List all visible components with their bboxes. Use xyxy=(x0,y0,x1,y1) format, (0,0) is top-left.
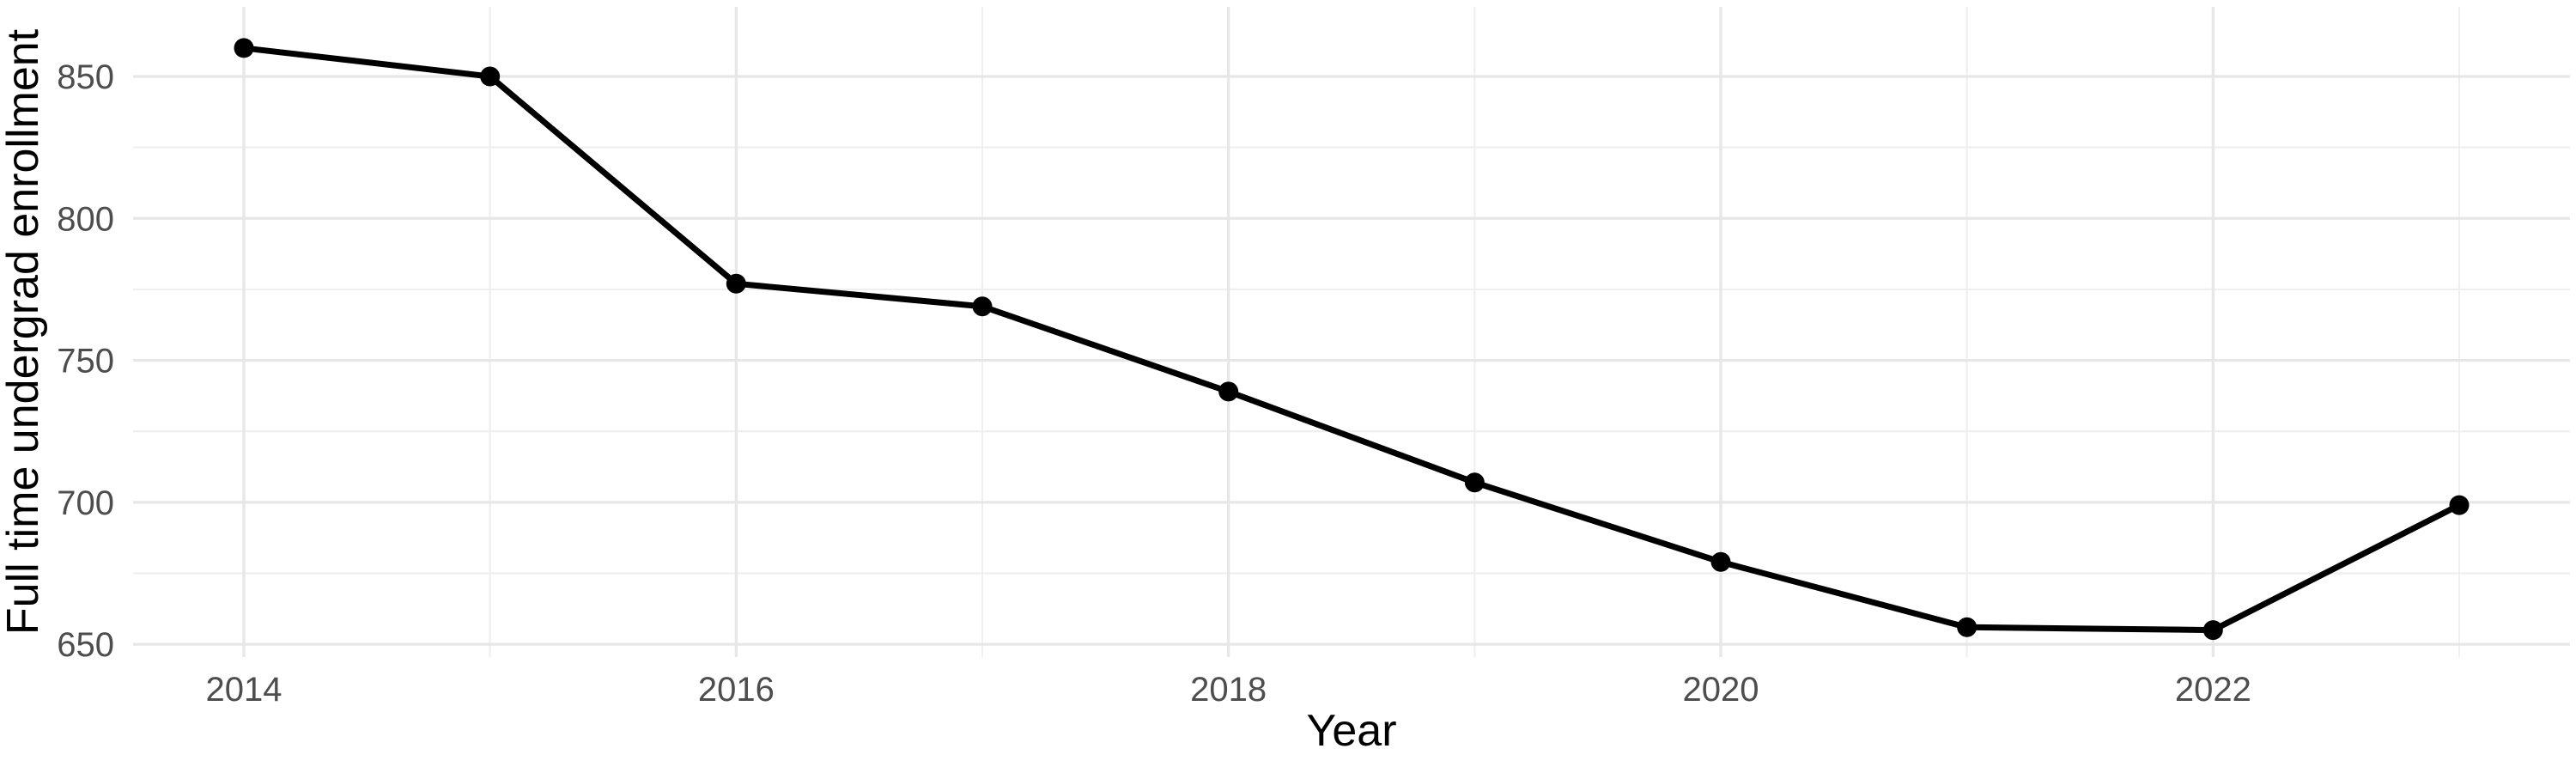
data-point xyxy=(1464,472,1485,493)
series-line xyxy=(240,45,2463,634)
x-axis-title: Year xyxy=(1306,706,1396,756)
data-point xyxy=(1957,617,1978,637)
y-tick-label: 750 xyxy=(57,343,114,380)
data-point xyxy=(480,66,501,87)
data-point xyxy=(2202,620,2223,641)
x-tick-label: 2016 xyxy=(698,671,775,709)
x-tick-label: 2022 xyxy=(2175,671,2251,709)
x-tick-label: 2014 xyxy=(206,671,283,709)
major-gridlines xyxy=(133,7,2570,657)
data-series xyxy=(234,38,2470,641)
data-point xyxy=(1710,551,1731,572)
y-tick-label: 650 xyxy=(57,626,114,664)
data-point xyxy=(972,296,993,317)
y-axis-tick-labels: 650 700 750 800 850 xyxy=(57,58,114,664)
data-point xyxy=(1218,381,1239,402)
minor-gridlines xyxy=(133,7,2570,657)
x-axis-tick-labels: 2014 2016 2018 2020 2022 xyxy=(206,671,2251,709)
y-tick-label: 850 xyxy=(57,58,114,96)
y-tick-label: 800 xyxy=(57,200,114,238)
data-point xyxy=(2449,495,2470,515)
data-point xyxy=(234,38,254,58)
y-tick-label: 700 xyxy=(57,484,114,522)
data-point xyxy=(726,273,746,294)
x-tick-label: 2018 xyxy=(1190,671,1267,709)
y-axis-title: Full time undergrad enrollment xyxy=(0,28,48,635)
x-tick-label: 2020 xyxy=(1683,671,1759,709)
